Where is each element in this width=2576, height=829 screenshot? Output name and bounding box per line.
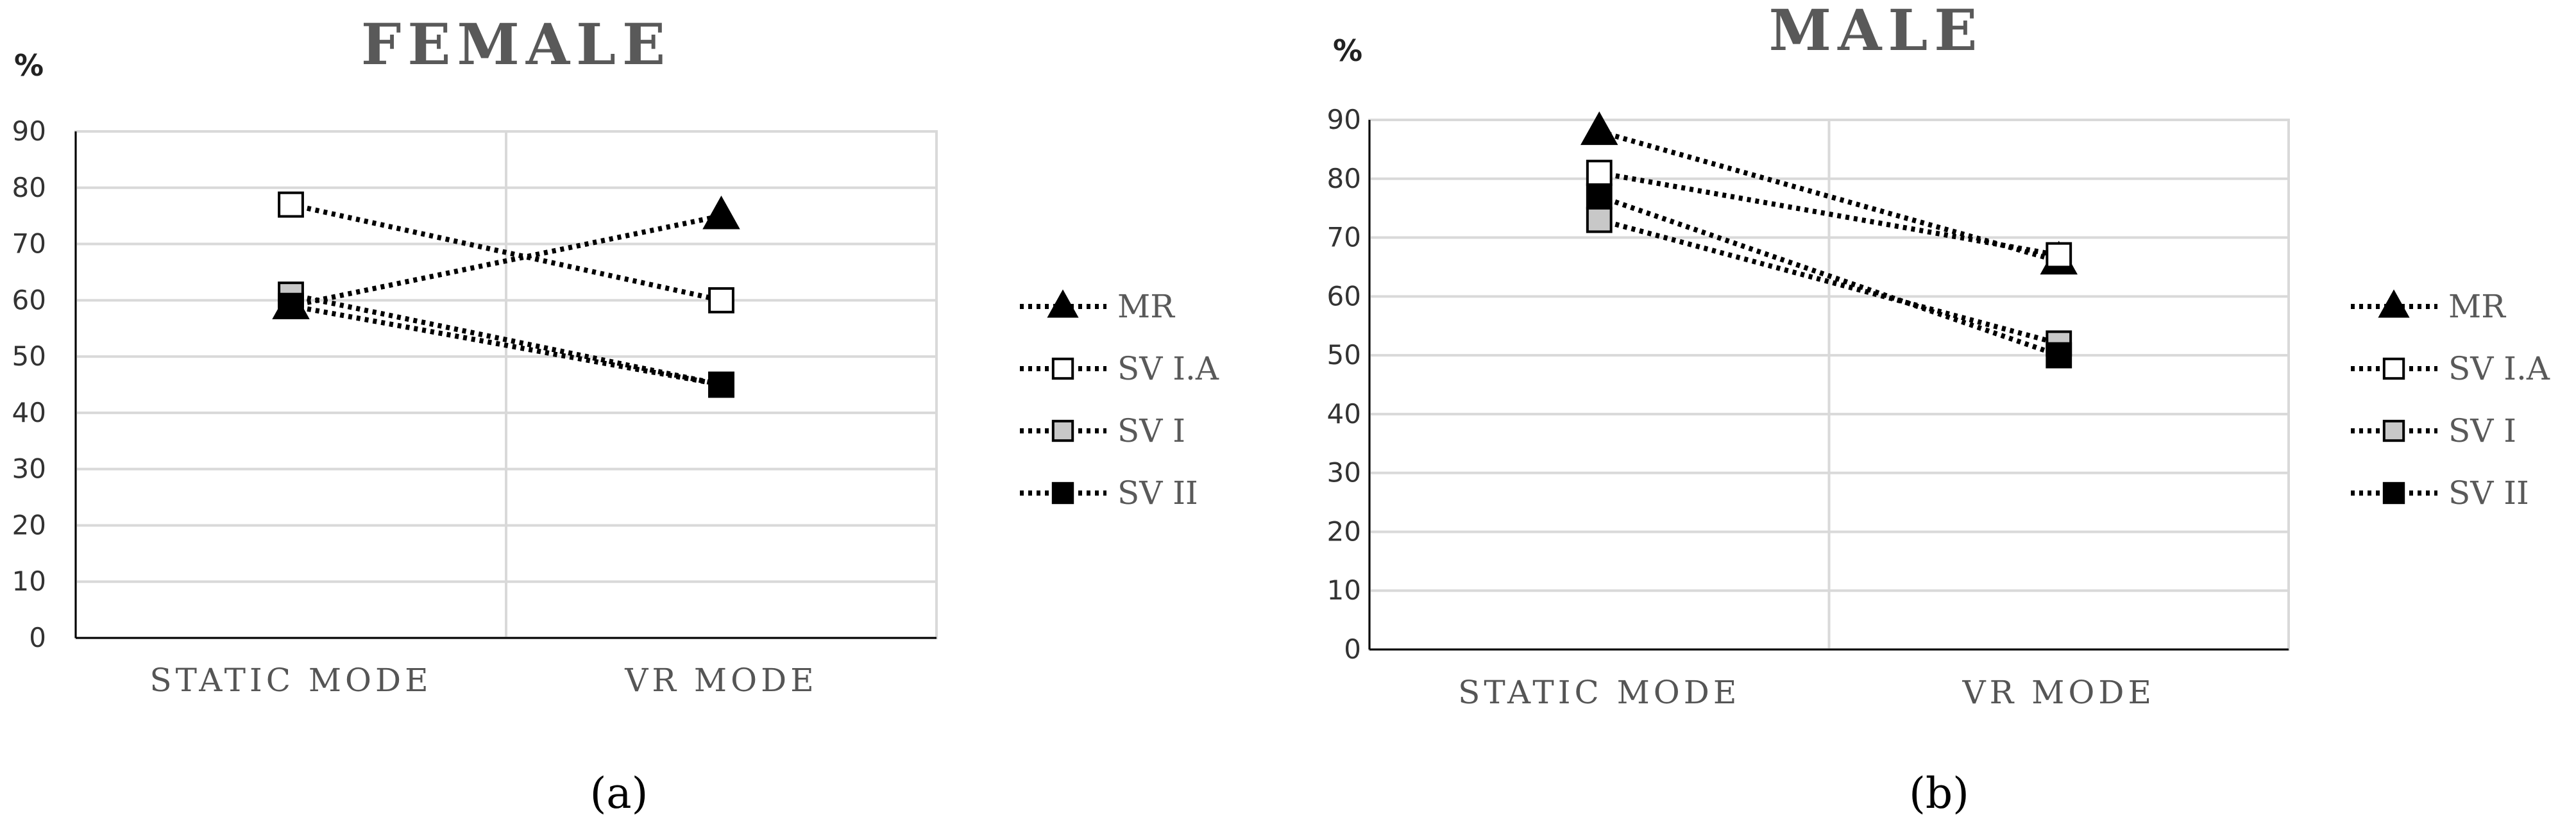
y-tick-label: 10 — [12, 565, 46, 597]
y-tick-label: 80 — [12, 172, 46, 203]
x-tick-label: STATIC MODE — [149, 662, 432, 699]
y-tick-label: 30 — [12, 453, 46, 485]
data-point — [708, 371, 734, 398]
y-tick-label: 70 — [1327, 222, 1361, 253]
legend-label: SV II — [2448, 474, 2529, 512]
panel-male: MALE % 0 10 20 30 40 50 60 70 80 90 STATIC MODE VR … — [1327, 0, 2550, 711]
legend-label: SV I — [2448, 412, 2516, 449]
panel-caption-a: (a) — [590, 769, 648, 818]
chart-title: MALE — [1769, 0, 1984, 63]
data-point — [2046, 342, 2072, 369]
legend-marker — [1047, 289, 1079, 318]
y-tick-label: 10 — [1327, 574, 1361, 606]
y-tick-label: 40 — [12, 397, 46, 428]
legend-label: MR — [2448, 288, 2506, 325]
y-tick-label: 70 — [12, 228, 46, 260]
panel-caption-b: (b) — [1909, 769, 1969, 818]
data-point — [1580, 111, 1618, 146]
y-tick-label: 0 — [1344, 633, 1361, 665]
y-axis-unit: % — [14, 48, 44, 83]
legend-marker — [2382, 419, 2405, 442]
y-tick-label: 30 — [1327, 457, 1361, 489]
panel-female: FEMALE % 0 10 20 30 40 50 60 70 80 90 STATIC MODE V… — [12, 11, 1219, 699]
series-line — [1598, 194, 2060, 358]
legend-label: SV I.A — [2448, 350, 2550, 387]
legend-marker — [2382, 481, 2405, 505]
legend-marker — [2378, 289, 2410, 318]
y-tick-label: 80 — [1327, 163, 1361, 194]
data-point — [1586, 206, 1613, 233]
y-tick-label: 50 — [12, 340, 46, 372]
y-tick-label: 90 — [12, 115, 46, 147]
legend-label: SV I — [1117, 412, 1185, 449]
x-tick-label: VR MODE — [1962, 674, 2155, 711]
chart-title: FEMALE — [361, 11, 672, 78]
legend-label: SV II — [1117, 474, 1198, 512]
legend-marker — [1051, 481, 1074, 505]
data-point — [1586, 183, 1613, 210]
legend-marker — [1051, 419, 1074, 442]
legend-label: SV I.A — [1117, 350, 1219, 387]
y-tick-label: 60 — [1327, 280, 1361, 312]
y-tick-label: 20 — [1327, 515, 1361, 547]
y-tick-label: 20 — [12, 509, 46, 540]
series-line — [290, 292, 722, 387]
y-tick-label: 50 — [1327, 339, 1361, 371]
y-tick-label: 0 — [29, 622, 46, 653]
x-tick-label: STATIC MODE — [1458, 674, 1740, 711]
data-point — [1586, 160, 1613, 186]
legend-marker — [2382, 357, 2405, 380]
y-tick-label: 60 — [12, 284, 46, 315]
legend-label: MR — [1117, 288, 1175, 325]
series-line — [290, 213, 722, 309]
data-point — [702, 196, 740, 230]
data-point — [278, 191, 304, 218]
series-line — [290, 202, 722, 303]
series-line — [290, 303, 722, 387]
y-tick-label: 40 — [1327, 398, 1361, 430]
data-point — [278, 292, 304, 319]
data-point — [708, 287, 734, 314]
y-axis-unit: % — [1333, 33, 1362, 68]
legend-marker — [1051, 357, 1074, 380]
y-tick-label: 90 — [1327, 104, 1361, 135]
data-point — [2046, 242, 2072, 269]
x-tick-label: VR MODE — [624, 662, 817, 699]
series-line — [1598, 170, 2060, 258]
